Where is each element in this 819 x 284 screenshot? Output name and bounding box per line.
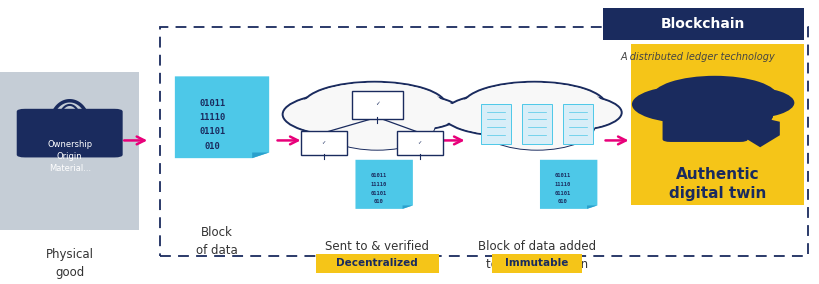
Circle shape: [351, 94, 461, 131]
Text: Block of data added
to the blockchain: Block of data added to the blockchain: [477, 240, 595, 271]
Text: 010: 010: [373, 199, 382, 204]
Text: 01011: 01011: [199, 99, 225, 108]
Ellipse shape: [661, 93, 772, 135]
Circle shape: [634, 86, 742, 122]
FancyBboxPatch shape: [631, 44, 803, 205]
Text: A distributed ledger technology: A distributed ledger technology: [619, 52, 774, 62]
Text: Immutable: Immutable: [505, 258, 568, 268]
FancyBboxPatch shape: [16, 109, 123, 157]
PathPatch shape: [355, 160, 413, 209]
Circle shape: [462, 82, 605, 130]
Text: Authentic
digital twin: Authentic digital twin: [668, 167, 765, 201]
PathPatch shape: [402, 205, 413, 209]
Text: Ownership
Origin
Material...: Ownership Origin Material...: [47, 141, 93, 173]
Text: 010: 010: [205, 142, 220, 151]
Ellipse shape: [479, 102, 594, 150]
Ellipse shape: [479, 102, 594, 150]
Text: 11110: 11110: [370, 182, 386, 187]
Text: 01101: 01101: [199, 128, 225, 137]
Text: ✓: ✓: [321, 140, 326, 145]
PathPatch shape: [740, 117, 779, 147]
Circle shape: [511, 94, 621, 131]
Circle shape: [355, 95, 459, 130]
FancyBboxPatch shape: [491, 254, 581, 273]
FancyBboxPatch shape: [481, 105, 510, 144]
Text: ✓: ✓: [374, 101, 379, 106]
Text: Physical
good: Physical good: [46, 248, 93, 279]
Circle shape: [445, 94, 568, 135]
Circle shape: [442, 93, 572, 136]
Circle shape: [631, 85, 744, 123]
Circle shape: [285, 94, 409, 135]
PathPatch shape: [586, 205, 597, 209]
Circle shape: [514, 95, 618, 130]
FancyBboxPatch shape: [662, 101, 747, 142]
Text: ✓: ✓: [417, 140, 422, 145]
Circle shape: [700, 88, 791, 118]
FancyBboxPatch shape: [563, 105, 592, 144]
FancyBboxPatch shape: [351, 91, 402, 119]
Text: Sent to & verified
by all nodes: Sent to & verified by all nodes: [325, 240, 428, 271]
Ellipse shape: [319, 102, 434, 150]
Circle shape: [302, 82, 446, 130]
FancyBboxPatch shape: [522, 105, 551, 144]
Circle shape: [465, 83, 603, 129]
Text: Block
of data: Block of data: [197, 226, 238, 257]
Text: 01011: 01011: [370, 174, 386, 178]
FancyBboxPatch shape: [602, 8, 803, 39]
PathPatch shape: [540, 160, 597, 209]
Text: 11110: 11110: [199, 113, 225, 122]
FancyBboxPatch shape: [396, 131, 442, 155]
Ellipse shape: [319, 102, 434, 150]
PathPatch shape: [252, 153, 269, 158]
Circle shape: [283, 93, 412, 136]
PathPatch shape: [174, 76, 269, 158]
FancyBboxPatch shape: [315, 254, 438, 273]
Circle shape: [698, 87, 794, 119]
Text: 11110: 11110: [554, 182, 570, 187]
Ellipse shape: [661, 93, 772, 135]
Text: 010: 010: [558, 199, 567, 204]
Text: 01101: 01101: [554, 191, 570, 196]
Text: 01011: 01011: [554, 174, 570, 178]
Text: Blockchain: Blockchain: [660, 17, 744, 31]
Circle shape: [654, 77, 774, 117]
Text: 01101: 01101: [370, 191, 386, 196]
Circle shape: [305, 83, 443, 129]
Circle shape: [651, 76, 776, 118]
Text: Decentralized: Decentralized: [336, 258, 418, 268]
FancyBboxPatch shape: [301, 131, 346, 155]
FancyBboxPatch shape: [0, 72, 139, 230]
